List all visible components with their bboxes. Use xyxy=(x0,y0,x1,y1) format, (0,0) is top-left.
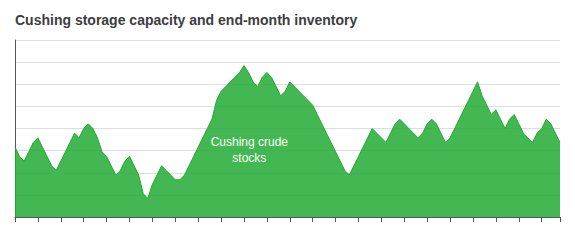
svg-text:Cushing crude: Cushing crude xyxy=(211,135,289,149)
svg-text:stocks: stocks xyxy=(232,151,266,165)
svg-text:Cushing storage capacity and e: Cushing storage capacity and end-month i… xyxy=(15,12,357,28)
